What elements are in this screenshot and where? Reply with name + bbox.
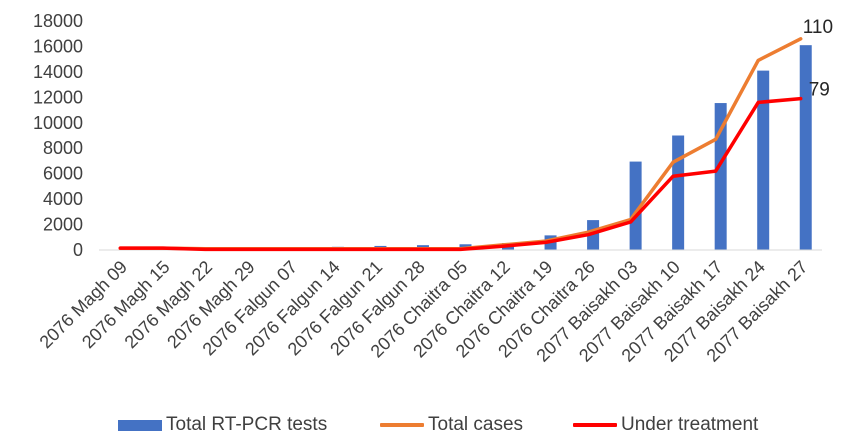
line-series (118, 37, 803, 252)
legend-label: Total RT-PCR tests (166, 414, 328, 435)
legend-swatch-line (573, 423, 617, 427)
bar-series (119, 45, 812, 250)
y-tick-label: 2000 (43, 215, 83, 235)
bar (799, 45, 812, 250)
y-tick-label: 12000 (33, 87, 83, 107)
bar (672, 135, 685, 250)
series-line (118, 37, 803, 251)
y-tick-label: 16000 (33, 36, 83, 56)
legend-label: Under treatment (621, 414, 759, 435)
y-tick-label: 4000 (43, 189, 83, 209)
end-label-total-cases: 110 (803, 17, 833, 38)
end-label-under-treatment: 79 (809, 80, 830, 101)
bar (714, 103, 727, 250)
bar (757, 70, 770, 250)
legend-item-rt-pcr: Total RT-PCR tests (118, 414, 327, 436)
y-tick-label: 14000 (33, 62, 83, 82)
y-tick-label: 10000 (33, 113, 83, 133)
chart: 0 2000 4000 6000 8000 10000 12000 14000 16000 180… (33, 11, 833, 366)
y-axis: 0 2000 4000 6000 8000 10000 12000 14000 16000 180… (33, 11, 83, 260)
y-tick-label: 0 (73, 240, 83, 260)
legend: Total RT-PCR tests Total cases Under tre… (0, 414, 861, 436)
legend-swatch-bar (118, 419, 162, 431)
bar (587, 220, 600, 250)
series-line (118, 96, 803, 252)
bar (629, 161, 642, 250)
legend-label: Total cases (428, 414, 524, 435)
legend-item-under-treatment: Under treatment (573, 414, 758, 436)
y-tick-label: 8000 (43, 138, 83, 158)
y-tick-label: 6000 (43, 164, 83, 184)
legend-item-total-cases: Total cases (380, 414, 523, 436)
legend-swatch-line (380, 423, 424, 427)
y-tick-label: 18000 (33, 11, 83, 31)
